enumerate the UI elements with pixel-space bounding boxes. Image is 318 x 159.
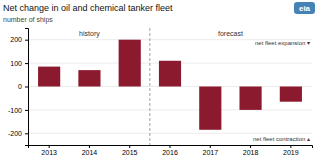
x-tick: 2017 xyxy=(202,145,218,156)
y-tick: -100 xyxy=(8,107,28,114)
y-tick-mark xyxy=(25,87,28,88)
bar xyxy=(159,61,181,87)
x-tick-mark xyxy=(170,145,171,148)
x-tick: 2013 xyxy=(41,145,57,156)
forecast-divider xyxy=(149,28,150,145)
x-tick-mark xyxy=(290,145,291,148)
y-tick: -200 xyxy=(8,130,28,137)
x-tick-label: 2019 xyxy=(283,149,299,156)
y-tick: 100 xyxy=(10,60,28,67)
y-axis: -200 -100 0 100 200 xyxy=(8,29,29,146)
y-tick-mark xyxy=(25,133,28,134)
bar xyxy=(239,87,261,110)
x-tick-label: 2014 xyxy=(82,149,98,156)
forecast-label: forecast xyxy=(218,30,243,37)
expansion-annotation: net fleet expansion ▾ xyxy=(255,40,310,46)
y-tick-label: 100 xyxy=(10,60,22,67)
bar xyxy=(119,40,141,87)
y-tick-mark xyxy=(25,40,28,41)
chart-container: -200-10001002002013201420152016201720182… xyxy=(0,0,318,159)
x-tick-label: 2015 xyxy=(122,149,138,156)
x-tick-label: 2017 xyxy=(202,149,218,156)
contraction-annotation: net fleet contraction ▴ xyxy=(253,136,310,142)
y-tick-label: 200 xyxy=(10,36,22,43)
x-tick-mark xyxy=(250,145,251,148)
x-tick-label: 2013 xyxy=(41,149,57,156)
x-axis: 2013 2014 2015 2016 2017 2018 2019 xyxy=(29,145,313,156)
x-tick-mark xyxy=(89,145,90,148)
y-tick: 0 xyxy=(18,83,28,90)
y-tick-label: -100 xyxy=(8,107,22,114)
chart: -200-10001002002013201420152016201720182… xyxy=(0,0,318,159)
x-tick-mark xyxy=(210,145,211,148)
y-tick-mark xyxy=(25,110,28,111)
bar xyxy=(199,87,221,130)
bar xyxy=(38,67,60,87)
y-axis-line xyxy=(25,29,29,146)
logo-box xyxy=(294,2,315,14)
grid-line xyxy=(28,133,312,134)
x-tick: 2015 xyxy=(122,145,138,156)
logo: eia xyxy=(294,2,315,14)
title: Net change in oil and chemical tanker fl… xyxy=(3,3,173,13)
x-tick: 2014 xyxy=(82,145,98,156)
x-tick-mark xyxy=(49,145,50,148)
bar xyxy=(280,87,302,102)
x-tick-label: 2018 xyxy=(243,149,259,156)
y-tick: 200 xyxy=(10,36,28,43)
x-tick-label: 2016 xyxy=(162,149,178,156)
x-tick-mark xyxy=(129,145,130,148)
logo-text: eia xyxy=(299,4,311,13)
grid-line xyxy=(28,109,312,110)
y-tick-label: -200 xyxy=(8,130,22,137)
grid xyxy=(28,40,312,134)
history-label: history xyxy=(79,30,100,38)
y-axis-title: number of ships xyxy=(3,16,53,24)
x-tick: 2018 xyxy=(243,145,259,156)
x-tick: 2016 xyxy=(162,145,178,156)
x-tick: 2019 xyxy=(283,145,299,156)
x-axis-line xyxy=(29,146,313,149)
bar xyxy=(78,70,100,86)
y-tick-mark xyxy=(25,63,28,64)
y-tick-label: 0 xyxy=(18,83,22,90)
